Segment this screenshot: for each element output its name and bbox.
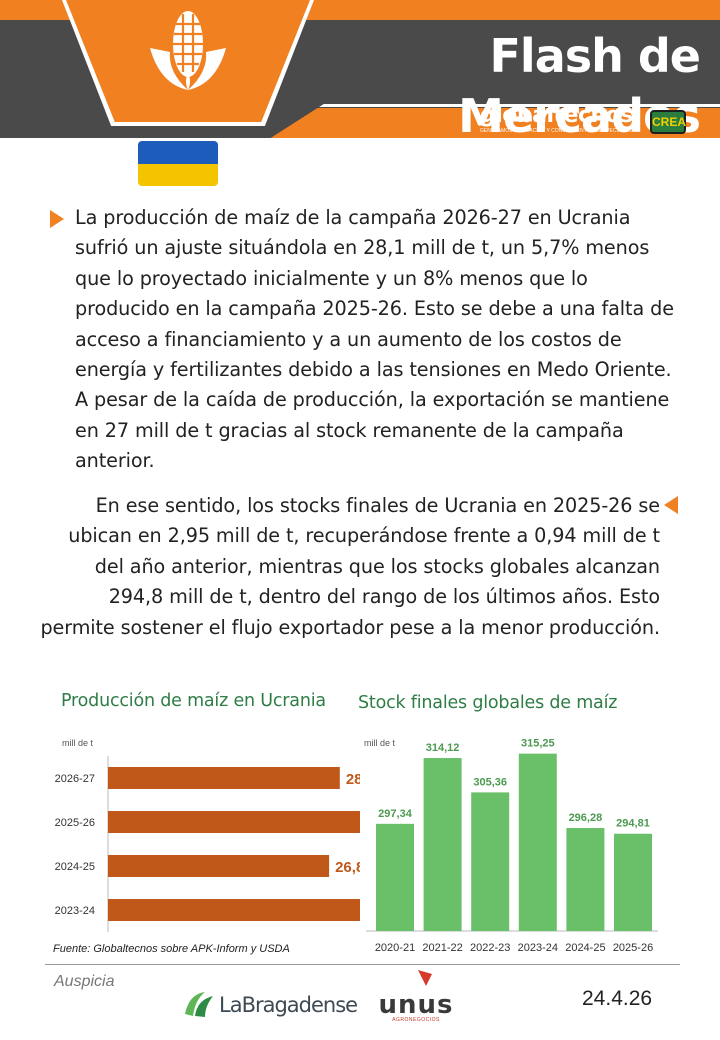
flag-yellow-stripe [138,163,218,186]
production-chart-unit: mill de t [62,738,94,748]
issue-date: 24.4.26 [582,987,653,1010]
stocks-bar [471,792,510,931]
bullet-arrow-left-icon [664,496,678,514]
stocks-bar [566,827,605,931]
stocks-value-label: 315,25 [521,738,555,750]
production-chart-title: Producción de maíz en Ucrania [61,691,326,711]
production-bar [108,767,340,789]
stocks-bar-chart: 297,34 2020-21 314,12 2021-22 305,36 2022-23 3… [366,738,658,954]
paragraph-production: La producción de maíz de la campaña 2026… [75,206,674,473]
production-bar [108,899,360,921]
brand-name: globaltecnos [480,103,633,128]
stocks-chart-unit: mill de t [364,738,396,748]
crea-logo: CREA [650,110,686,134]
ukraine-flag [138,141,218,186]
labragadense-name: LaBragadense [219,993,358,1017]
stocks-bar [423,758,462,931]
unus-name: unus [378,990,454,1020]
production-category-label: 2024-25 [55,861,95,873]
unus-mark-icon [418,970,432,986]
stocks-category-label: 2020-21 [375,942,415,954]
stocks-value-label: 314,12 [426,742,460,754]
paragraph-stocks: En ese sentido, los stocks finales de Uc… [40,494,660,639]
header-divider [0,104,720,107]
production-value-label: 28,1 [346,771,360,788]
corn-icon [150,11,226,90]
stocks-category-label: 2021-22 [422,942,462,954]
production-category-label: 2025-26 [55,817,95,829]
unus-tagline: AGRONEGOCIOS [392,1017,440,1023]
stocks-category-label: 2025-26 [613,942,653,954]
production-category-label: 2023-24 [55,905,95,917]
production-category-label: 2026-27 [55,773,95,785]
stocks-category-label: 2024-25 [565,942,605,954]
production-bar [108,855,330,877]
stocks-chart-title: Stock finales globales de maíz [358,693,618,713]
brand-logo: globaltecnos GENERAMOS INNOVACIÓN Y CONO… [480,104,640,138]
brand-tagline: GENERAMOS INNOVACIÓN Y CONOCIMIENTO AGRO… [480,128,633,134]
production-bar-chart: 2026-2728,12025-2630,72024-2526,82023-24… [55,756,360,932]
page-title: Flash de Mercados [458,29,701,143]
stocks-bar [376,823,414,931]
stocks-category-label: 2023-24 [518,942,558,954]
auspicia-label: Auspicia [54,973,115,990]
stocks-value-label: 296,28 [569,812,603,824]
source-note: Fuente: Globaltecnos sobre APK-Inform y … [53,943,290,955]
stocks-bar [614,833,652,931]
production-bar [108,811,360,833]
stocks-value-label: 297,34 [378,808,413,820]
stocks-category-label: 2022-23 [470,942,510,954]
bullet-arrow-right-icon [50,210,64,228]
footer-divider [45,964,680,965]
stocks-value-label: 294,81 [616,818,650,830]
stocks-bar [518,753,557,931]
unus-logo: unus AGRONEGOCIOS [374,968,464,1028]
labragadense-mark-icon [185,992,213,1017]
stocks-value-label: 305,36 [473,776,507,788]
flag-blue-stripe [138,141,218,164]
production-value-label: 26,8 [335,859,360,876]
labragadense-logo: LaBragadense [183,988,358,1020]
